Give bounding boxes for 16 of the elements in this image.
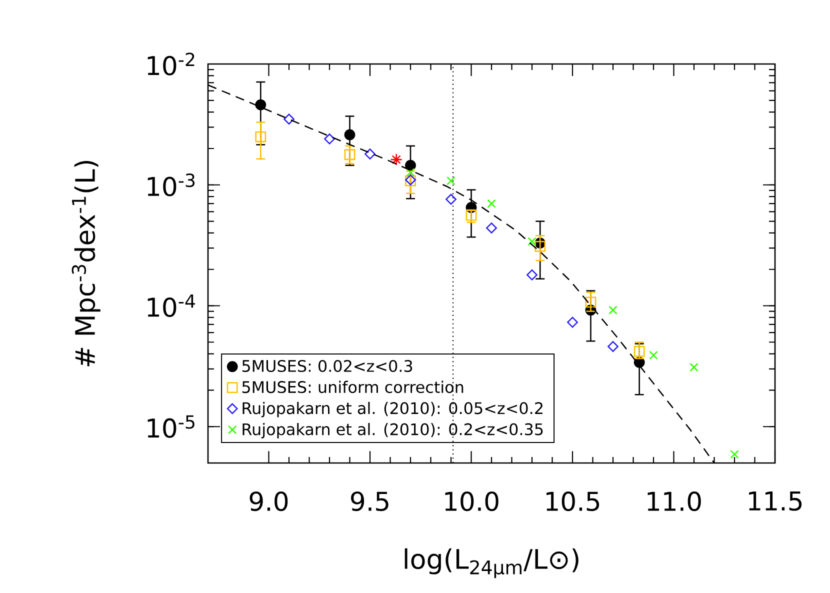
x-tick-label: 10.0 (445, 492, 498, 512)
legend-label: Rujopakarn et al. (2010): 0.05<z<0.2 (242, 402, 542, 418)
y-tick-label: 10$^{-4}$ (148, 294, 195, 318)
legend-label: Rujopakarn et al. (2010): 0.2<z<0.35 (242, 422, 543, 438)
y-axis-title: # Mpc$^{-3}$dex$^{-1}$(L) (72, 160, 100, 366)
legend-label: 5MUSES: uniform correction (242, 380, 464, 394)
x-tick-label: 9.0 (250, 492, 288, 512)
y-tick-label: 10$^{-5}$ (148, 415, 194, 438)
x-tick-label: 9.5 (351, 492, 388, 512)
x-tick-label: 11.0 (648, 492, 701, 512)
x-tick-label: 11.5 (749, 492, 802, 511)
y-tick-label: 10$^{-3}$ (148, 173, 195, 196)
y-tick-label: 10$^{-2}$ (148, 52, 194, 76)
legend-label: 5MUSES: 0.02<z<0.3 (242, 360, 412, 372)
x-tick-label: 10.5 (546, 492, 600, 512)
x-axis-title: log(L$_{24μm}$/L⊙) (404, 548, 578, 578)
